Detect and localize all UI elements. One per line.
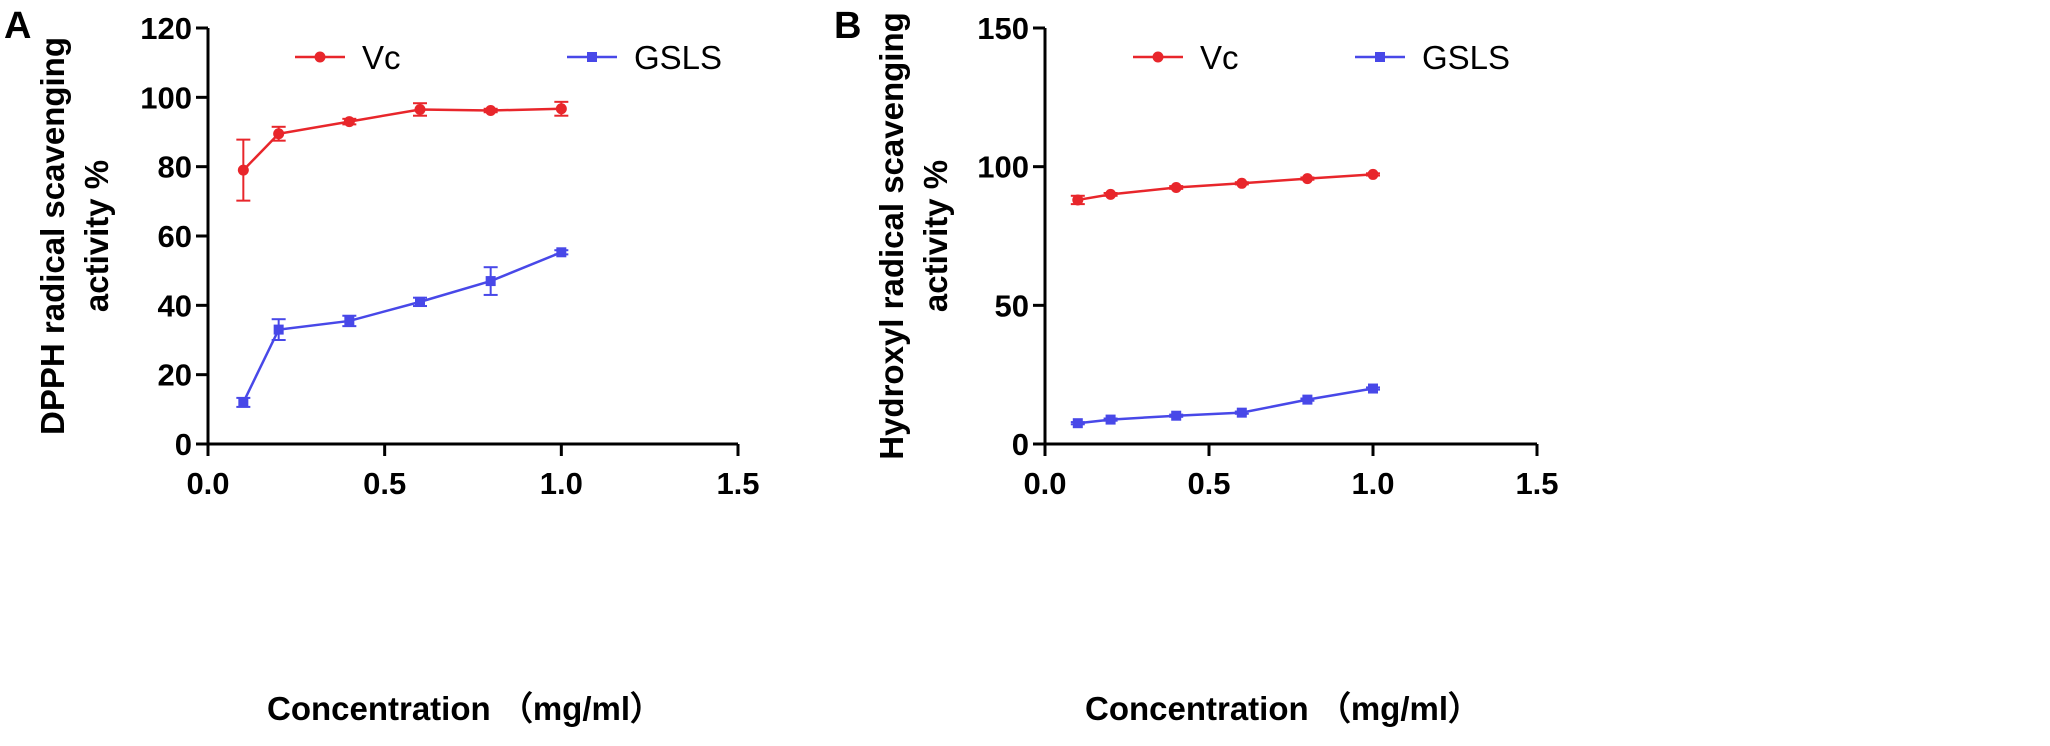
- panel-b-y-tick-label: 100: [977, 150, 1029, 185]
- panel-b-legend-label-gsls: GSLS: [1422, 39, 1510, 76]
- panel-a-point-gsls: [485, 276, 496, 287]
- panel-a-x-tick-label: 1.5: [716, 466, 759, 501]
- panel-a-legend-marker-vc: [314, 51, 326, 63]
- panel-b-y-tick-label: 50: [995, 288, 1029, 323]
- panel-a-letter: A: [4, 5, 31, 47]
- panel-a-point-gsls: [238, 397, 249, 408]
- panel-b-point-vc: [1236, 177, 1248, 189]
- panel-b-point-vc: [1170, 181, 1182, 193]
- panel-b-point-gsls: [1368, 383, 1378, 394]
- chart-panel-a: A DPPH radical scavenging activity % Con…: [4, 5, 760, 727]
- panel-a-point-gsls: [273, 324, 284, 335]
- panel-b-y-axis-title-line-1: Hydroxyl radical scavenging: [873, 12, 910, 460]
- panel-b-x-tick-label: 0.5: [1187, 466, 1230, 501]
- panel-b-point-vc: [1072, 194, 1084, 206]
- panel-a-legend-marker-gsls: [587, 52, 597, 62]
- panel-a-y-tick-label: 100: [140, 80, 192, 115]
- panel-a-y-axis-title-line-1: DPPH radical scavenging: [34, 37, 71, 435]
- panel-a-series-gsls-line: [242, 251, 562, 403]
- panel-b-y-axis-title-line-2: activity %: [917, 160, 954, 312]
- panel-a-x-tick-label: 0.0: [186, 466, 229, 501]
- panel-a-series-vc-line: [242, 107, 562, 172]
- panel-a-y-axis-title: DPPH radical scavenging activity %: [34, 37, 115, 435]
- panel-b-point-gsls: [1105, 414, 1116, 425]
- panel-b-point-gsls: [1171, 410, 1182, 421]
- panel-b-x-tick-label: 1.5: [1515, 466, 1558, 501]
- panel-b-x-axis-title: Concentration （mg/ml）: [1085, 690, 1481, 727]
- panel-a-x-axis-title: Concentration （mg/ml）: [267, 690, 663, 727]
- panel-b-legend-marker-gsls: [1375, 52, 1385, 62]
- panel-b-x-tick-label: 0.0: [1023, 466, 1066, 501]
- panel-a-legend-label-gsls: GSLS: [634, 39, 722, 76]
- panel-a-y-axis-title-line-2: activity %: [78, 160, 115, 312]
- panel-b-legend-marker-vc: [1152, 51, 1164, 63]
- panel-a-point-vc: [485, 105, 497, 117]
- panel-b-point-gsls: [1302, 394, 1313, 405]
- panel-a-point-vc: [273, 128, 285, 140]
- panel-b-x-tick-label: 1.0: [1351, 466, 1394, 501]
- panel-a-point-gsls: [556, 247, 567, 258]
- panel-a-legend-label-vc: Vc: [362, 39, 401, 76]
- panel-a-y-tick-label: 80: [158, 150, 192, 185]
- panel-b-y-tick-label: 0: [1012, 427, 1029, 462]
- panel-b-letter: B: [834, 5, 861, 47]
- panel-a-x-tick-label: 1.0: [540, 466, 583, 501]
- panel-b-point-gsls: [1236, 407, 1247, 418]
- panel-a-point-vc: [343, 116, 355, 128]
- panel-b-plot-area: 0.0 0.5 1.0 1.5 0 50 100 150 Vc GSLS: [977, 11, 1558, 501]
- panel-a-y-tick-label: 40: [158, 288, 192, 323]
- panel-a-point-vc: [237, 164, 249, 176]
- panel-b-series-vc-line: [1077, 173, 1374, 202]
- panel-b-point-vc: [1367, 168, 1379, 180]
- panel-a-y-tick-label: 120: [140, 11, 192, 46]
- panel-a-point-gsls: [344, 315, 355, 326]
- panel-a-plot-area: 0.0 0.5 1.0 1.5 0 20 40 60 80 100 120 Vc GSLS: [140, 11, 759, 501]
- panel-a-y-tick-label: 60: [158, 219, 192, 254]
- panel-a-point-vc: [555, 103, 567, 115]
- panel-b-series-gsls-line: [1077, 387, 1374, 425]
- panel-b-y-axis-title: Hydroxyl radical scavenging activity %: [873, 12, 954, 460]
- panel-b-point-vc: [1301, 173, 1313, 185]
- panel-b-legend-label-vc: Vc: [1200, 39, 1239, 76]
- panel-b-point-gsls: [1072, 418, 1083, 429]
- panel-a-point-gsls: [415, 296, 425, 307]
- panel-a-y-tick-label: 0: [175, 427, 192, 462]
- panel-a-point-vc: [414, 103, 426, 115]
- panel-b-y-tick-label: 150: [977, 11, 1029, 46]
- panel-a-y-tick-label: 20: [158, 358, 192, 393]
- panel-a-x-tick-label: 0.5: [363, 466, 406, 501]
- chart-panel-b: B Hydroxyl radical scavenging activity %…: [834, 5, 1559, 727]
- panel-b-point-vc: [1105, 188, 1117, 200]
